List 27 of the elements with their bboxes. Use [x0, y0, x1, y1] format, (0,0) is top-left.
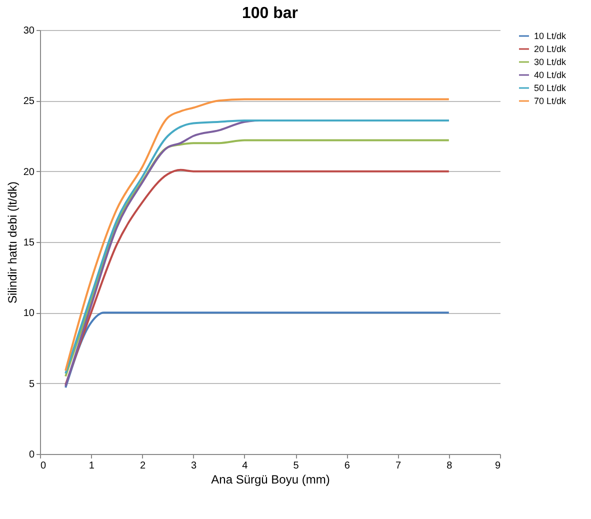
y-tick-label: 30	[23, 26, 35, 36]
x-tick-label: 2	[140, 460, 146, 472]
legend-label: 20 Lt/dk	[534, 44, 567, 54]
x-tick-label: 9	[494, 460, 501, 472]
legend-label: 30 Lt/dk	[534, 57, 567, 67]
x-tick-label: 7	[395, 460, 402, 472]
legend-label: 10 Lt/dk	[534, 31, 567, 41]
y-tick-label: 5	[28, 378, 35, 390]
x-tick-label: 8	[446, 460, 453, 472]
x-tick-label: 4	[242, 460, 248, 472]
legend-label: 40 Lt/dk	[534, 70, 567, 80]
x-tick-label: 3	[191, 460, 198, 472]
y-tick-label: 25	[23, 96, 35, 108]
line-series	[64, 168, 450, 386]
legend-label: 50 Lt/dk	[534, 83, 567, 93]
y-tick-label: 0	[28, 450, 35, 460]
x-axis-title: Ana Sürgü Boyu (mm)	[211, 472, 330, 486]
x-tick-label: 5	[293, 460, 300, 472]
y-tick-label: 15	[23, 238, 35, 248]
y-tick-label: 10	[23, 308, 35, 320]
x-tick-label: 1	[88, 460, 95, 472]
x-tick-label: 0	[40, 460, 46, 472]
x-tick-label: 6	[344, 460, 350, 472]
y-tick-label: 20	[23, 166, 35, 178]
y-axis-title: Silindir hattı debi (lt/dk)	[5, 181, 20, 304]
legend-label: 70 Lt/dk	[534, 96, 567, 106]
chart-title: 100 bar	[242, 5, 298, 22]
